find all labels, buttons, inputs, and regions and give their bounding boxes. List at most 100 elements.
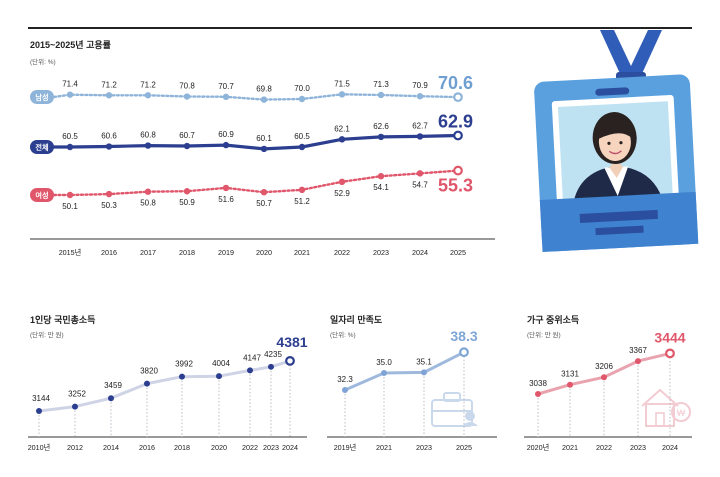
satisfaction-point	[459, 347, 469, 358]
data-label-male: 69.8	[256, 85, 272, 94]
data-point-female	[338, 178, 346, 186]
gni-label: 4235	[264, 350, 282, 359]
gni-x-tick: 2022	[242, 443, 258, 452]
data-point-female	[298, 186, 306, 194]
satisfaction-x-tick: 2021	[376, 443, 392, 452]
data-point-all	[453, 130, 463, 141]
data-label-all: 62.6	[373, 122, 389, 131]
badge-id-bar	[595, 225, 644, 236]
satisfaction-x-tick: 2019년	[334, 443, 357, 452]
data-label-female: 54.1	[373, 183, 389, 192]
employment-x-tick: 2015년	[59, 248, 82, 257]
gni-label: 4381	[276, 334, 307, 350]
gni-x-tick: 2020	[211, 443, 227, 452]
data-point-all	[298, 143, 306, 151]
employment-unit: (단위: %)	[30, 57, 56, 66]
employment-x-tick: 2018	[179, 248, 195, 257]
svg-text:₩: ₩	[677, 408, 686, 418]
data-label-all: 60.6	[101, 132, 117, 141]
satisfaction-x-tick: 2023	[416, 443, 432, 452]
data-point-female	[66, 191, 74, 199]
gni-point	[179, 373, 185, 380]
data-point-female	[183, 188, 191, 195]
gni-point	[144, 380, 150, 387]
data-point-all	[260, 145, 268, 153]
employment-x-tick: 2022	[334, 248, 350, 257]
data-label-all: 60.9	[218, 130, 234, 139]
household-line	[536, 351, 672, 396]
satisfaction-point	[381, 369, 387, 376]
data-label-male: 70.7	[218, 82, 234, 91]
data-point-male	[377, 91, 385, 99]
employment-series-group: 남성 71.4 71.2 71.2 70.8 70.7 69.8 70.0 71.5 71.3 70…	[30, 73, 473, 211]
employment-x-tick: 2021	[294, 248, 310, 257]
household-x-tick: 2020년	[527, 443, 550, 452]
employment-x-tick: 2023	[373, 248, 389, 257]
household-point	[567, 381, 573, 388]
data-label-female: 50.1	[62, 202, 78, 211]
employment-x-ticks: 2015년 2016 2017 2018 2019 2020 2021 2022 2023 202…	[59, 248, 466, 257]
employment-x-tick: 2019	[218, 248, 234, 257]
gni-x-tick: 2023	[263, 443, 279, 452]
household-x-tick: 2024	[662, 443, 678, 452]
data-label-all: 62.1	[334, 124, 350, 133]
series-name-all: 전체	[35, 143, 49, 152]
data-point-all	[222, 141, 230, 149]
data-label-female: 50.7	[256, 199, 272, 208]
gni-x-tick: 2014	[103, 443, 119, 452]
satisfaction-point	[421, 369, 427, 376]
series-line-all	[52, 133, 460, 151]
house-money-icon: ₩	[641, 388, 691, 427]
data-label-male-latest: 70.6	[438, 73, 473, 93]
data-label-all: 60.5	[294, 132, 310, 141]
employment-x-tick: 2020	[256, 248, 272, 257]
data-label-male: 70.0	[294, 84, 310, 93]
data-point-all	[338, 136, 346, 143]
gni-label: 3459	[104, 381, 122, 390]
gni-point	[72, 403, 78, 410]
gni-label: 3252	[68, 390, 86, 399]
series-line-male	[52, 93, 460, 101]
data-label-female: 50.8	[140, 199, 156, 208]
data-point-female	[260, 188, 268, 196]
household-x-tick: 2021	[562, 443, 578, 452]
data-label-all: 62.7	[412, 121, 428, 130]
data-point-male	[416, 93, 424, 100]
data-label-male: 70.9	[412, 81, 428, 90]
household-point	[535, 391, 541, 397]
household-title: 가구 중위소득	[527, 314, 579, 325]
lanyard-strap	[600, 30, 662, 78]
data-label-male: 71.2	[140, 80, 156, 89]
household-point	[635, 358, 641, 365]
data-label-female: 54.7	[412, 180, 428, 189]
satisfaction-title: 일자리 만족도	[330, 314, 383, 325]
gni-x-tick: 2018	[174, 443, 190, 452]
data-point-female	[105, 190, 113, 198]
data-label-female: 51.2	[294, 197, 310, 206]
data-point-male	[183, 93, 191, 100]
data-point-all	[144, 142, 152, 149]
satisfaction-label: 35.0	[376, 358, 392, 367]
satisfaction-unit: (단위: %)	[330, 330, 356, 339]
gni-point	[285, 356, 295, 366]
series-line-female	[52, 169, 460, 197]
gni-point	[108, 395, 114, 402]
data-point-female	[144, 188, 152, 195]
data-point-female	[416, 170, 424, 177]
gni-point	[268, 363, 274, 370]
data-label-all: 60.5	[62, 132, 78, 141]
data-point-male	[453, 92, 463, 103]
data-label-female: 50.3	[101, 201, 117, 210]
gni-x-tick: 2010년	[28, 443, 51, 452]
data-point-all	[66, 143, 74, 151]
series-pill-male	[30, 90, 54, 104]
data-point-male	[144, 92, 152, 99]
data-point-all	[377, 133, 385, 141]
gni-point	[216, 373, 222, 380]
data-point-all	[183, 142, 191, 150]
data-label-male: 71.2	[101, 80, 117, 89]
data-point-male	[260, 96, 268, 103]
employment-x-tick: 2024	[412, 248, 428, 257]
series-name-female: 여성	[35, 191, 48, 200]
